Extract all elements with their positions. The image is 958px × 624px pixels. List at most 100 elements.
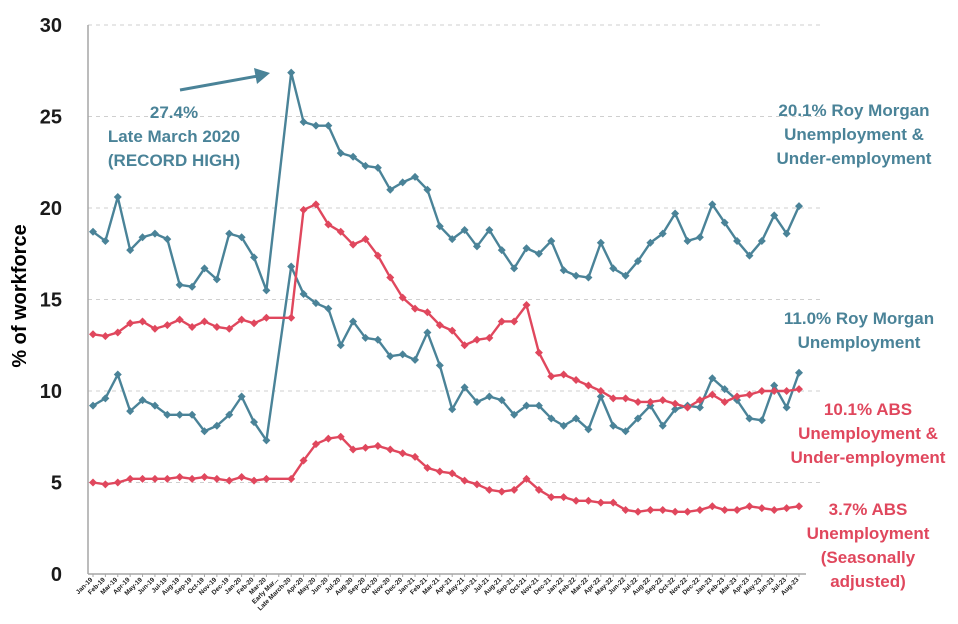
annotation-rm-under-line: 20.1% Roy Morgan (778, 101, 929, 120)
data-point (175, 315, 184, 324)
data-point (299, 117, 308, 126)
record-high-arrow (179, 68, 270, 92)
data-point (757, 504, 766, 513)
y-tick-label: 20 (40, 198, 62, 220)
data-point (584, 425, 593, 434)
data-point (733, 236, 742, 245)
data-point (299, 456, 308, 465)
data-point (262, 313, 271, 322)
data-point (311, 299, 320, 308)
data-point (373, 441, 382, 450)
data-point (89, 478, 97, 487)
data-point (262, 474, 271, 483)
data-point (423, 463, 432, 472)
data-point (287, 474, 296, 483)
data-point (126, 474, 135, 483)
data-point (212, 275, 221, 284)
data-point (572, 414, 581, 423)
data-point (795, 502, 803, 511)
data-point (411, 452, 420, 461)
data-point (175, 410, 184, 419)
data-point (795, 202, 803, 211)
data-point (695, 396, 704, 405)
data-point (411, 172, 420, 181)
data-point (287, 262, 296, 271)
data-point (250, 418, 259, 427)
data-point (126, 407, 135, 416)
data-point (510, 317, 519, 326)
data-point (324, 220, 333, 229)
data-point (237, 392, 246, 401)
data-point (448, 326, 457, 335)
data-point (324, 304, 333, 313)
data-point (708, 200, 717, 209)
data-point (522, 474, 531, 483)
data-point (225, 476, 234, 485)
data-point (460, 383, 469, 392)
data-point (621, 505, 630, 514)
data-point (324, 121, 333, 130)
data-point (596, 498, 605, 507)
data-point (609, 498, 618, 507)
data-point (386, 273, 395, 282)
data-point (720, 397, 729, 406)
data-point (621, 271, 630, 280)
data-point (547, 493, 556, 502)
data-point (733, 505, 742, 514)
data-point (720, 505, 729, 514)
data-point (534, 348, 543, 357)
data-point (361, 443, 370, 452)
data-point (745, 390, 754, 399)
data-point (311, 440, 320, 449)
data-point (572, 496, 581, 505)
data-point (101, 480, 110, 489)
annotation-abs-unemp-line: adjusted) (830, 572, 906, 591)
data-point (299, 205, 308, 214)
data-point (150, 229, 159, 238)
data-point (175, 473, 184, 482)
data-point (472, 335, 481, 344)
data-point (596, 238, 605, 247)
data-point (584, 496, 593, 505)
data-point (423, 308, 432, 317)
data-point (497, 246, 506, 255)
data-point (225, 324, 234, 333)
data-point (621, 427, 630, 436)
annotation-rm-under-line: Under-employment (777, 149, 932, 168)
data-point (559, 266, 568, 275)
data-point (671, 405, 680, 414)
data-point (485, 333, 494, 342)
data-point (200, 427, 209, 436)
y-axis-label: % of workforce (9, 224, 31, 367)
data-point (373, 163, 382, 172)
data-point (720, 385, 729, 394)
data-point (472, 242, 481, 251)
data-point (472, 397, 481, 406)
annotation-abs-unemp-line: (Seasonally (821, 548, 916, 567)
data-point (733, 392, 742, 401)
series-line-1 (92, 265, 801, 442)
data-point (113, 478, 122, 487)
annotations: 27.4% Late March 2020 (RECORD HIGH) 20.1% R… (108, 101, 946, 591)
data-point (225, 410, 234, 419)
data-point (757, 387, 766, 395)
data-point (287, 68, 296, 77)
data-point (572, 271, 581, 280)
annotation-abs-unemp-line: 3.7% ABS (829, 500, 908, 519)
data-point (510, 264, 519, 273)
data-point (150, 474, 159, 483)
data-point (683, 507, 692, 516)
data-point (485, 225, 494, 234)
data-point (398, 350, 407, 359)
data-point (460, 341, 469, 350)
data-point (559, 370, 568, 379)
data-point (361, 333, 370, 342)
data-point (485, 485, 494, 494)
data-point (720, 218, 729, 227)
data-point (411, 355, 420, 364)
y-tick-label: 25 (40, 107, 62, 129)
data-point (175, 280, 184, 289)
annotation-abs-under-line: 10.1% ABS (824, 400, 912, 419)
data-point (361, 235, 370, 244)
data-point (188, 474, 197, 483)
